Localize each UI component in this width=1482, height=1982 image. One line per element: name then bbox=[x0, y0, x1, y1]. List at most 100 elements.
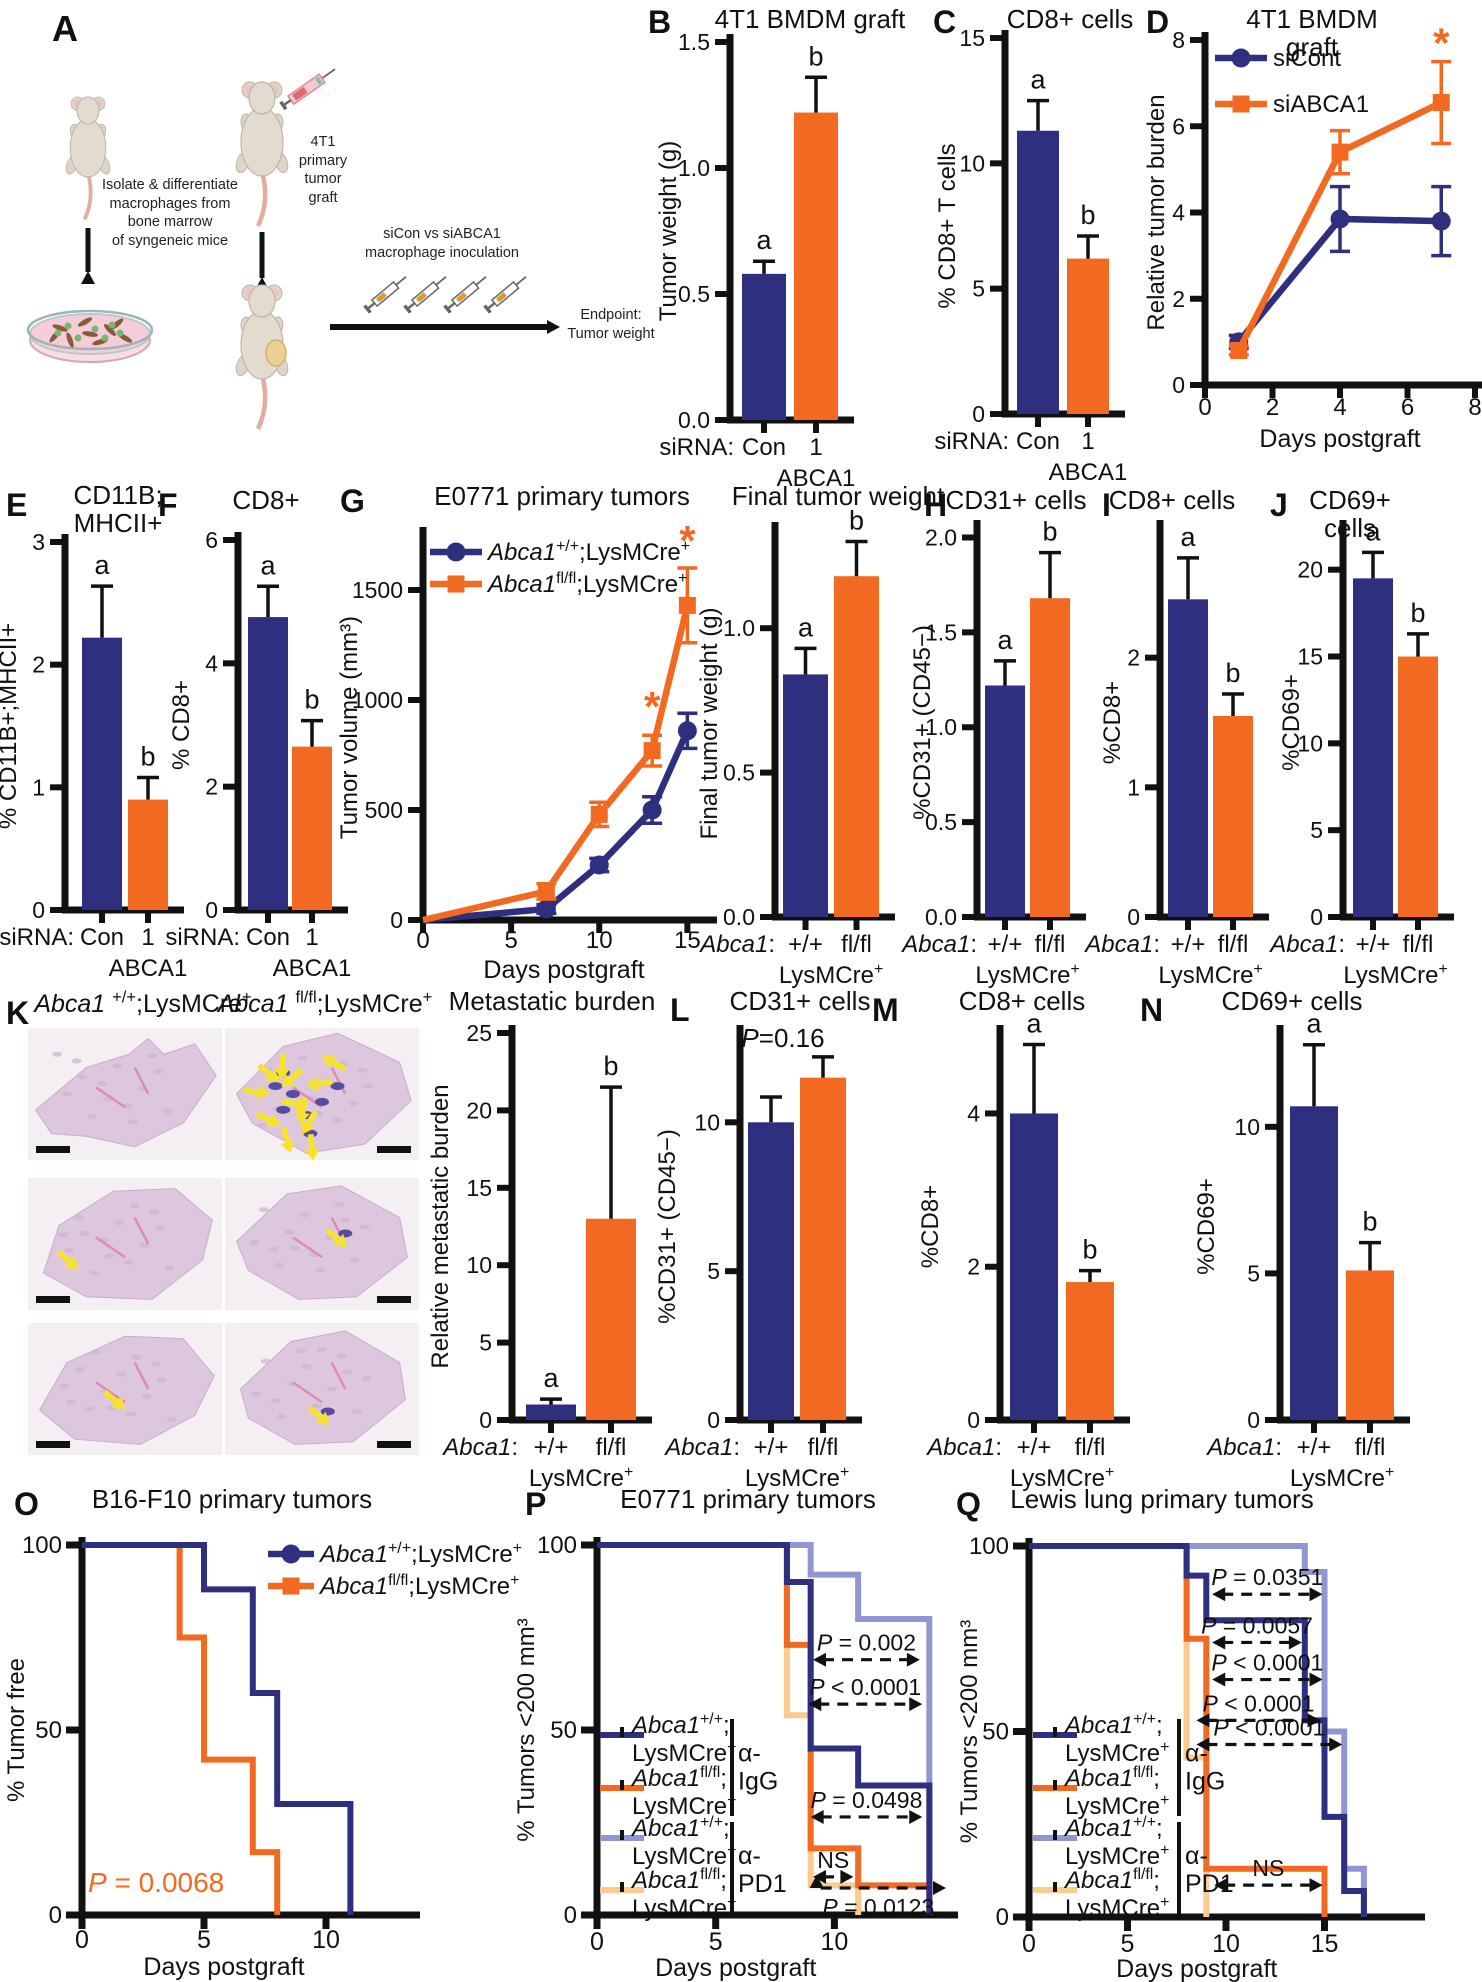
metastasis-arrow-icon bbox=[281, 1096, 308, 1112]
svg-text:0: 0 bbox=[1172, 372, 1185, 398]
metastasis-arrow-icon bbox=[56, 1250, 79, 1270]
panel-letter-j: J bbox=[1270, 487, 1288, 523]
panel-letter-g: G bbox=[340, 483, 365, 519]
svg-text:siRNA:: siRNA: bbox=[165, 924, 240, 951]
svg-text:5: 5 bbox=[479, 1330, 492, 1356]
bars-l bbox=[748, 1055, 846, 1420]
km-curve-light_blue bbox=[597, 1542, 933, 1915]
svg-text:Abca1fl/fl;: Abca1fl/fl; bbox=[1063, 1866, 1160, 1894]
svg-text:0: 0 bbox=[1310, 904, 1323, 930]
svg-text:0.0: 0.0 bbox=[723, 904, 755, 930]
svg-text:α-: α- bbox=[1185, 1842, 1208, 1870]
metastasis-arrow-icon bbox=[301, 1109, 319, 1135]
svg-text:LysMCre+: LysMCre+ bbox=[632, 1894, 736, 1922]
svg-text:fl/fl: fl/fl bbox=[1075, 1434, 1106, 1461]
svg-text:100: 100 bbox=[537, 1532, 577, 1559]
mouse-icon bbox=[235, 81, 289, 227]
svg-text:ABCA1: ABCA1 bbox=[109, 955, 188, 982]
svg-text:% Tumor free: % Tumor free bbox=[3, 1658, 30, 1802]
svg-text:LysMCre+: LysMCre+ bbox=[1065, 1894, 1169, 1922]
title-fw: Final tumor weight bbox=[731, 481, 945, 511]
scale-bar bbox=[377, 1296, 411, 1303]
series-navy bbox=[1228, 184, 1452, 352]
svg-text:Abca1fl/fl;: Abca1fl/fl; bbox=[630, 1866, 727, 1894]
svg-text:P = 0.0057: P = 0.0057 bbox=[1201, 1612, 1313, 1638]
svg-text:Abca1:: Abca1: bbox=[900, 931, 977, 958]
bar-orange bbox=[1030, 598, 1070, 917]
svg-text:α-: α- bbox=[738, 1842, 761, 1870]
svg-text:0.0: 0.0 bbox=[678, 407, 710, 433]
svg-text:6: 6 bbox=[205, 527, 218, 553]
svg-text:fl/fl: fl/fl bbox=[1355, 1434, 1386, 1461]
bar-orange bbox=[1067, 258, 1109, 414]
svg-text:+/+: +/+ bbox=[988, 931, 1023, 958]
svg-text:1.5: 1.5 bbox=[925, 619, 957, 645]
svg-text:P < 0.0001: P < 0.0001 bbox=[1213, 1714, 1325, 1740]
panel-letter-b: B bbox=[648, 4, 672, 40]
svg-text:P = 0.0068: P = 0.0068 bbox=[88, 1867, 224, 1898]
bars-fw: ab bbox=[783, 506, 879, 917]
bars-m: ab bbox=[1010, 1008, 1114, 1420]
svg-text:LysMCre+: LysMCre+ bbox=[779, 961, 883, 989]
bar-orange bbox=[794, 112, 838, 420]
chart-o: 0 50 100 0 5 10 % Tumor free Days postgraft P = … bbox=[3, 1532, 522, 1981]
svg-text:a: a bbox=[1365, 516, 1381, 546]
title-e: CD11B; MHCII+ bbox=[73, 480, 163, 538]
title-p: E0771 primary tumors bbox=[620, 1484, 876, 1514]
svg-text:b: b bbox=[1042, 517, 1057, 547]
metastasis-arrow-icon bbox=[304, 1134, 320, 1161]
panel-letter-n: N bbox=[1140, 992, 1164, 1028]
metastasis-arrow-icon bbox=[243, 1084, 271, 1100]
chart-l: 0 5 10 %CD31+ (CD45−) Abca1: +/+ fl/fl LysMCre+… bbox=[654, 1023, 862, 1492]
bar-navy bbox=[1168, 599, 1208, 917]
svg-text:1: 1 bbox=[809, 434, 822, 461]
panel-k-histology: Abca1 +/+;LysMCre+Abca1 fl/fl;LysMCre+ bbox=[28, 989, 432, 1455]
svg-text:10: 10 bbox=[466, 1252, 492, 1278]
svg-text:15: 15 bbox=[1297, 644, 1323, 670]
svg-text:50: 50 bbox=[982, 1719, 1009, 1746]
svg-text:0: 0 bbox=[967, 1407, 980, 1433]
petri-dish-icon bbox=[26, 309, 154, 363]
svg-text:a: a bbox=[543, 1363, 559, 1393]
svg-text:10: 10 bbox=[1297, 730, 1323, 756]
svg-text:a: a bbox=[798, 612, 814, 642]
svg-text:fl/fl: fl/fl bbox=[808, 1434, 839, 1461]
metastasis-arrow-icon bbox=[257, 1063, 280, 1083]
svg-text:P=0.16: P=0.16 bbox=[741, 1023, 824, 1053]
svg-text:15: 15 bbox=[1311, 1930, 1339, 1958]
svg-text:NS: NS bbox=[817, 1847, 849, 1873]
bars-c: ab bbox=[1017, 65, 1109, 414]
bar-orange bbox=[586, 1218, 636, 1420]
svg-text:25: 25 bbox=[466, 1020, 492, 1046]
svg-text:2: 2 bbox=[1172, 286, 1185, 312]
panel-letter-o: O bbox=[14, 1486, 39, 1522]
svg-text:*: * bbox=[679, 517, 696, 564]
svg-text:P = 0.0498: P = 0.0498 bbox=[810, 1787, 922, 1813]
svg-text:0: 0 bbox=[75, 1926, 89, 1954]
mouse-with-tumor bbox=[235, 284, 289, 430]
lung-section-image bbox=[28, 1178, 222, 1310]
svg-text:1: 1 bbox=[1127, 774, 1140, 800]
svg-text:50: 50 bbox=[35, 1717, 62, 1744]
svg-text:Days postgraft: Days postgraft bbox=[1259, 425, 1420, 453]
svg-text:10: 10 bbox=[820, 1928, 848, 1956]
svg-text:50: 50 bbox=[550, 1717, 577, 1744]
svg-text:Abca1:: Abca1: bbox=[925, 1434, 1002, 1461]
svg-text:2: 2 bbox=[967, 1254, 980, 1280]
svg-text:0: 0 bbox=[1198, 394, 1211, 421]
svg-text:Abca1+/+;: Abca1+/+; bbox=[1063, 1814, 1163, 1842]
svg-text:0.0: 0.0 bbox=[925, 904, 957, 930]
svg-text:ABCA1: ABCA1 bbox=[1049, 459, 1128, 486]
svg-text:α-: α- bbox=[738, 1740, 761, 1768]
svg-text:LysMCre+: LysMCre+ bbox=[1290, 1464, 1394, 1492]
svg-text:Con: Con bbox=[246, 924, 290, 951]
svg-text:IgG: IgG bbox=[1185, 1768, 1225, 1796]
bar-orange bbox=[1066, 1282, 1114, 1420]
svg-text:0: 0 bbox=[564, 1902, 577, 1929]
syringe-icon bbox=[403, 276, 447, 314]
isolate-label: Isolate & differentiate macrophages from… bbox=[102, 177, 238, 249]
svg-text:NS: NS bbox=[1252, 1855, 1284, 1881]
bars-e: ab bbox=[82, 550, 168, 910]
svg-text:P = 0.002: P = 0.002 bbox=[817, 1630, 916, 1656]
